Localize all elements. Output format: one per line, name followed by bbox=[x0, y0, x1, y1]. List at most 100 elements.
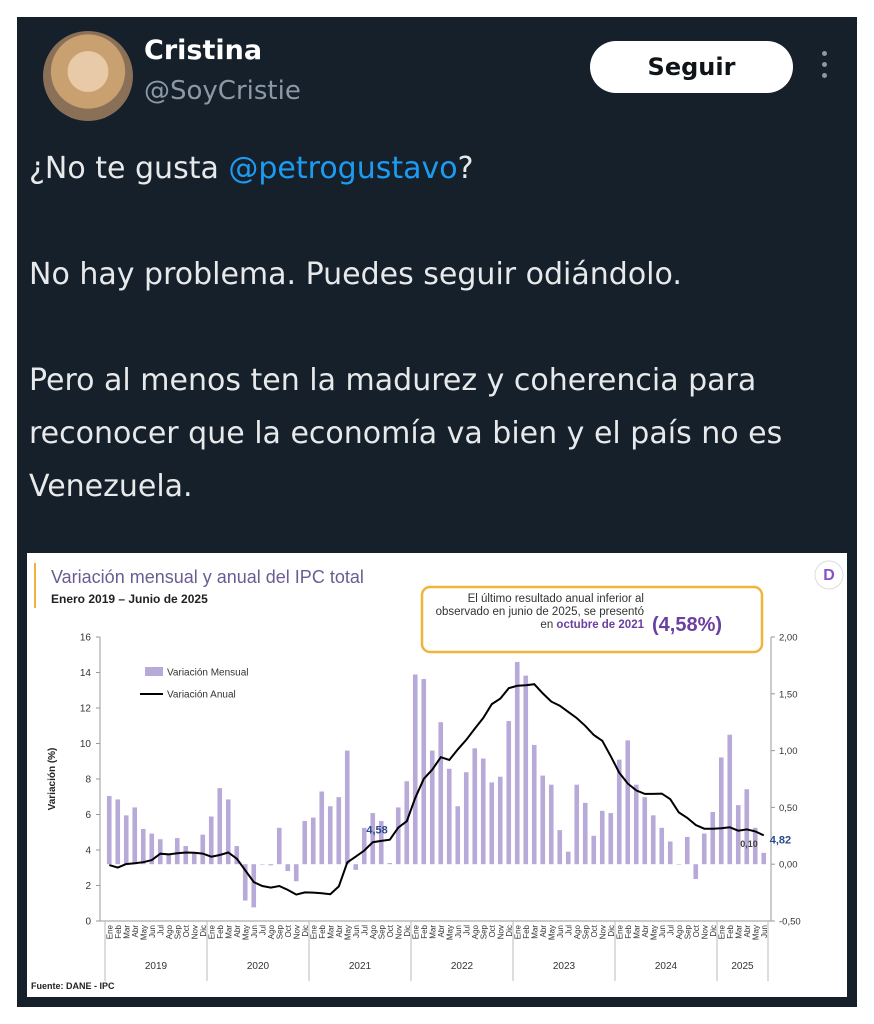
x-tick-label: Mar bbox=[224, 925, 233, 939]
x-tick-label: Feb bbox=[420, 924, 429, 938]
x-tick-label: Nov bbox=[496, 925, 505, 939]
y-tick-label: 8 bbox=[85, 775, 91, 786]
legend-label: Variación Mensual bbox=[167, 668, 249, 679]
bar bbox=[650, 815, 656, 865]
text: No hay problema. Puedes seguir odiándolo… bbox=[29, 257, 682, 292]
x-tick-label: Feb bbox=[522, 924, 531, 938]
x-tick-label: Mar bbox=[122, 925, 131, 939]
y-tick-label: 12 bbox=[80, 704, 92, 715]
x-tick-label: Jul bbox=[666, 925, 675, 935]
x-tick-label: Mar bbox=[530, 925, 539, 939]
tweet-text: ¿No te gusta @petrogustavo? No hay probl… bbox=[29, 142, 844, 566]
x-tick-label: Ago bbox=[471, 924, 480, 939]
bar bbox=[676, 864, 682, 865]
x-tick-label: Ago bbox=[573, 924, 582, 939]
x-tick-label: Oct bbox=[182, 924, 191, 937]
x-tick-label: Mar bbox=[632, 925, 641, 939]
callout-body: El último resultado anual inferior al ob… bbox=[435, 593, 644, 631]
x-tick-label: Abr bbox=[131, 925, 140, 938]
bar bbox=[302, 821, 308, 865]
logo bbox=[814, 560, 844, 590]
y2-tick-label: 1,00 bbox=[779, 746, 798, 757]
chart-title: Variación mensual y anual del IPC total bbox=[51, 567, 364, 587]
x-tick-label: Oct bbox=[488, 924, 497, 937]
bar bbox=[268, 864, 274, 866]
bar bbox=[497, 776, 503, 865]
x-tick-label: Ene bbox=[309, 924, 318, 939]
bar bbox=[718, 757, 724, 865]
x-tick-label: Oct bbox=[386, 924, 395, 937]
follow-button[interactable]: Seguir bbox=[590, 41, 793, 93]
user-name[interactable]: Cristina bbox=[144, 35, 263, 66]
bar bbox=[174, 838, 180, 865]
year-label: 2022 bbox=[451, 961, 474, 972]
x-tick-label: Jul bbox=[156, 925, 165, 935]
bar bbox=[293, 864, 299, 882]
x-tick-label: Sep bbox=[173, 924, 182, 939]
value-label: 0,10 bbox=[740, 839, 758, 849]
x-tick-label: Nov bbox=[190, 925, 199, 939]
bar bbox=[217, 788, 223, 865]
bar bbox=[616, 759, 622, 865]
bar bbox=[548, 784, 554, 865]
x-tick-label: Feb bbox=[114, 924, 123, 938]
x-tick-label: Mar bbox=[734, 925, 743, 939]
bar bbox=[336, 797, 342, 865]
bar bbox=[132, 807, 138, 865]
callout: El último resultado anual inferior al ob… bbox=[435, 593, 644, 631]
bar bbox=[234, 846, 240, 865]
x-tick-label: May bbox=[649, 925, 658, 940]
bar bbox=[276, 827, 282, 865]
x-tick-label: Dic bbox=[199, 925, 208, 937]
x-tick-label: Dic bbox=[403, 925, 412, 937]
y2-tick-label: 0,00 bbox=[779, 860, 798, 871]
x-tick-label: Sep bbox=[683, 924, 692, 939]
x-tick-label: Abr bbox=[335, 925, 344, 938]
bar bbox=[565, 851, 571, 865]
bar bbox=[514, 661, 520, 865]
bar bbox=[752, 827, 758, 865]
bar bbox=[429, 750, 435, 865]
x-tick-label: Oct bbox=[590, 924, 599, 937]
x-tick-label: Nov bbox=[700, 925, 709, 939]
x-tick-label: May bbox=[343, 925, 352, 940]
x-tick-label: Nov bbox=[394, 925, 403, 939]
paragraph: Pero al menos ten la madurez y coherenci… bbox=[29, 354, 844, 513]
x-tick-label: Feb bbox=[318, 924, 327, 938]
y-tick-label: 2 bbox=[85, 881, 91, 892]
x-tick-label: Jun bbox=[658, 925, 667, 938]
bar bbox=[684, 836, 690, 865]
bar bbox=[191, 852, 197, 865]
x-tick-label: Jun bbox=[760, 925, 769, 938]
x-tick-label: Abr bbox=[641, 925, 650, 938]
x-tick-label: Mar bbox=[428, 925, 437, 939]
x-tick-label: Abr bbox=[437, 925, 446, 938]
x-tick-label: Ago bbox=[675, 924, 684, 939]
chart: Variación mensual y anual del IPC total … bbox=[27, 553, 847, 997]
x-tick-label: Nov bbox=[292, 925, 301, 939]
x-tick-label: May bbox=[445, 925, 454, 940]
x-tick-label: May bbox=[139, 925, 148, 940]
bar bbox=[225, 799, 231, 865]
text: Pero al menos ten la madurez y coherenci… bbox=[29, 363, 783, 504]
user-handle[interactable]: @SoyCristie bbox=[144, 76, 301, 106]
bar bbox=[259, 864, 265, 865]
bar bbox=[693, 864, 699, 879]
year-label: 2023 bbox=[553, 961, 576, 972]
bar bbox=[710, 811, 716, 865]
mention[interactable]: @petrogustavo bbox=[228, 151, 458, 186]
y2-tick-label: 2,00 bbox=[779, 633, 798, 644]
bar bbox=[761, 852, 767, 865]
y2-tick-label: 0,50 bbox=[779, 803, 798, 814]
value-label: 4,82 bbox=[770, 834, 791, 846]
x-tick-label: Nov bbox=[598, 925, 607, 939]
avatar[interactable] bbox=[43, 31, 133, 121]
x-tick-label: Jul bbox=[258, 925, 267, 935]
bar bbox=[387, 863, 393, 865]
x-tick-label: Jul bbox=[462, 925, 471, 935]
y2-tick-label: -0,50 bbox=[779, 917, 801, 928]
bar bbox=[438, 722, 444, 865]
x-tick-label: Jun bbox=[352, 925, 361, 938]
more-menu[interactable] bbox=[822, 51, 828, 84]
x-tick-label: Sep bbox=[479, 924, 488, 939]
